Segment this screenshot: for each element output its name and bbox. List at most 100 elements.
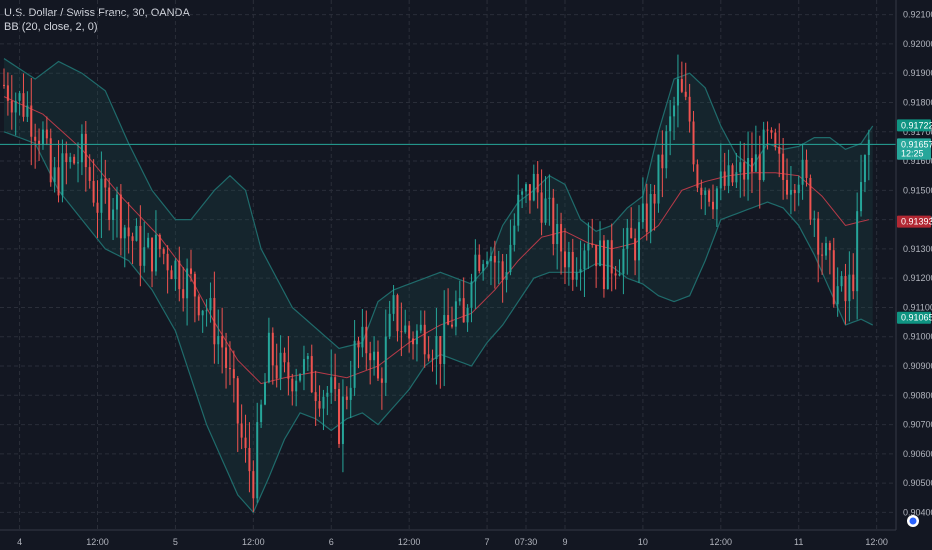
candle-body bbox=[758, 154, 761, 180]
candle-body bbox=[139, 225, 142, 266]
x-tick-label: 11 bbox=[794, 537, 803, 547]
candle-body bbox=[560, 224, 563, 252]
candle-body bbox=[338, 389, 341, 444]
candle-body bbox=[248, 447, 251, 472]
candle-body bbox=[489, 255, 492, 262]
candle-body bbox=[793, 189, 796, 194]
candle-body bbox=[353, 340, 356, 388]
candle-body bbox=[587, 243, 590, 251]
candle-body bbox=[104, 178, 107, 188]
candle-body bbox=[478, 254, 481, 272]
candle-body bbox=[209, 297, 212, 311]
candle-body bbox=[517, 194, 520, 226]
candle-body bbox=[509, 244, 512, 273]
candle-body bbox=[318, 401, 321, 409]
candle-body bbox=[49, 138, 52, 183]
candle-body bbox=[669, 116, 672, 132]
candle-body bbox=[412, 338, 415, 345]
price-tag-label: 12:25 bbox=[901, 149, 924, 159]
candle-body bbox=[661, 154, 664, 169]
candle-body bbox=[415, 330, 418, 345]
candle-body bbox=[786, 179, 789, 195]
y-tick-label: 0.91100 bbox=[903, 302, 932, 312]
candle-body bbox=[458, 298, 461, 302]
candle-body bbox=[291, 378, 294, 392]
candle-body bbox=[801, 159, 804, 185]
candle-body bbox=[747, 158, 750, 180]
symbol-title[interactable]: U.S. Dollar / Swiss Franc, 30, OANDA bbox=[4, 7, 190, 19]
candle-body bbox=[123, 227, 126, 239]
candle-body bbox=[373, 351, 376, 361]
indicator-label[interactable]: BB (20, close, 2, 0) bbox=[4, 21, 98, 33]
candle-body bbox=[69, 156, 72, 163]
candle-body bbox=[470, 281, 473, 308]
candle-body bbox=[341, 396, 344, 444]
candle-body bbox=[774, 132, 777, 147]
candle-body bbox=[692, 121, 695, 165]
candle-body bbox=[556, 224, 559, 245]
candle-body bbox=[626, 227, 629, 249]
candle-body bbox=[821, 254, 824, 256]
candle-body bbox=[466, 307, 469, 323]
candle-body bbox=[634, 238, 637, 261]
candle-body bbox=[544, 198, 547, 223]
grid-lines bbox=[0, 0, 896, 530]
candle-body bbox=[96, 202, 99, 213]
bb-upper-line bbox=[3, 58, 874, 350]
candle-body bbox=[314, 392, 317, 402]
candle-body bbox=[279, 352, 282, 379]
price-axis-panel bbox=[896, 0, 932, 550]
candle-body bbox=[349, 387, 352, 400]
settings-icon[interactable] bbox=[907, 515, 919, 527]
candle-body bbox=[193, 273, 196, 297]
candle-body bbox=[762, 129, 765, 180]
candle-body bbox=[41, 129, 44, 145]
settings-icon-inner bbox=[909, 517, 917, 525]
candle-body bbox=[427, 354, 430, 359]
candle-body bbox=[396, 295, 399, 332]
bb-fill bbox=[4, 58, 873, 513]
candle-body bbox=[357, 340, 360, 348]
candle-body bbox=[404, 325, 407, 333]
candle-body bbox=[563, 251, 566, 268]
candle-body bbox=[602, 240, 605, 290]
candle-body bbox=[579, 269, 582, 273]
candle-body bbox=[447, 315, 450, 325]
candle-body bbox=[704, 190, 707, 195]
price-tag-label: 0.91722 bbox=[901, 120, 932, 130]
candle-body bbox=[863, 154, 866, 183]
candle-body bbox=[649, 193, 652, 232]
candle-body bbox=[832, 250, 835, 305]
candle-body bbox=[264, 382, 267, 405]
candle-body bbox=[641, 203, 644, 223]
candle-body bbox=[789, 189, 792, 195]
candle-body bbox=[462, 298, 465, 323]
candle-body bbox=[201, 310, 204, 316]
candle-body bbox=[860, 182, 863, 212]
candle-body bbox=[805, 159, 808, 178]
x-tick-label: 12:00 bbox=[242, 537, 265, 547]
candle-body bbox=[365, 326, 368, 354]
candle-body bbox=[696, 164, 699, 188]
candle-body bbox=[575, 272, 578, 280]
candle-body bbox=[817, 218, 820, 255]
price-tag: 0.91657 bbox=[897, 138, 932, 151]
candle-body bbox=[536, 173, 539, 193]
candle-body bbox=[376, 351, 379, 379]
candle-body bbox=[673, 105, 676, 117]
candle-body bbox=[431, 358, 434, 360]
candle-body bbox=[26, 105, 29, 117]
candle-body bbox=[267, 332, 270, 383]
candle-body bbox=[158, 234, 161, 250]
candle-body bbox=[244, 437, 247, 448]
price-tag-box bbox=[897, 138, 931, 151]
candle-body bbox=[330, 377, 333, 393]
x-tick-label: 6 bbox=[329, 537, 334, 547]
candle-body bbox=[497, 261, 500, 263]
